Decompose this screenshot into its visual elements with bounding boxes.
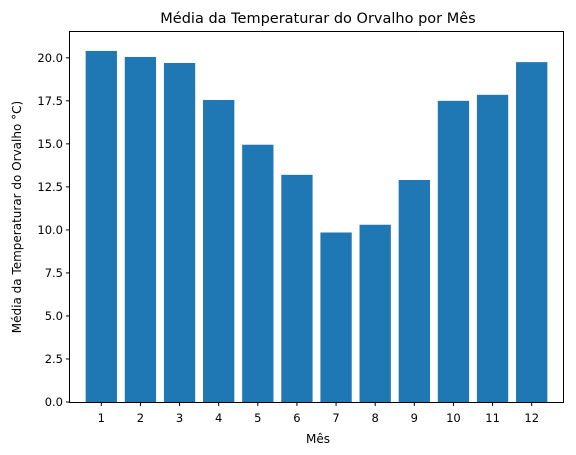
bars-group [85,50,548,403]
y-tick-label: 17.5 [37,94,63,108]
y-tick-label: 20.0 [37,51,63,65]
bar-month-12 [516,62,548,403]
x-tick-label: 3 [176,411,183,425]
x-tick-label: 8 [372,411,379,425]
x-tick-label: 6 [293,411,300,425]
x-tick-label: 11 [485,411,500,425]
bar-month-4 [203,99,235,402]
x-tick-label: 7 [332,411,339,425]
bar-month-5 [242,144,274,402]
y-axis-ticks: 0.0 2.5 5.0 7.5 10.0 12.5 15.0 17.5 20.0 [37,51,70,409]
x-tick-label: 5 [254,411,261,425]
plot-frame [69,31,564,403]
x-tick-label: 9 [411,411,418,425]
x-axis-ticks: 1 2 3 4 5 6 7 8 9 10 11 12 [98,402,539,425]
bar-month-9 [398,180,430,402]
x-tick-label: 10 [446,411,461,425]
bar-month-3 [163,62,196,402]
y-tick-label: 2.5 [45,352,63,366]
y-tick-label: 5.0 [45,309,63,323]
x-tick-label: 12 [524,411,539,425]
bar-month-10 [437,100,470,402]
x-tick-label: 2 [137,411,144,425]
x-axis-label: Mês [306,432,330,446]
bar-month-1 [85,50,117,403]
x-tick-label: 4 [215,411,222,425]
bar-month-6 [281,174,313,402]
bar-month-2 [124,56,157,402]
bar-month-11 [476,94,509,402]
y-tick-label: 12.5 [37,180,63,194]
y-tick-label: 15.0 [37,137,63,151]
y-tick-label: 0.0 [45,395,63,409]
y-tick-label: 7.5 [45,266,63,280]
y-axis-label: Média da Temperaturar do Orvalho °C) [10,101,24,333]
y-tick-label: 10.0 [37,223,63,237]
bar-month-8 [359,224,391,402]
chart-title: Média da Temperaturar do Orvalho por Mês [160,11,475,27]
bar-month-7 [320,232,352,402]
x-tick-label: 1 [98,411,105,425]
